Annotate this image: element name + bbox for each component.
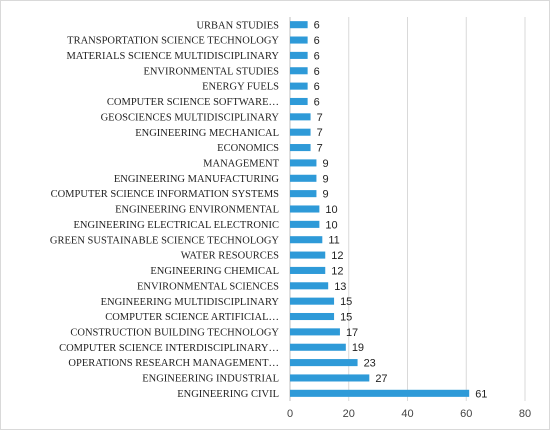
- category-label: ENGINEERING ENVIRONMENTAL: [115, 205, 279, 216]
- category-label: COMPUTER SCIENCE INTERDISCIPLINARY…: [59, 343, 279, 354]
- bar: [290, 97, 308, 106]
- category-label: TRANSPORTATION SCIENCE TECHNOLOGY: [67, 36, 279, 47]
- data-label: 13: [334, 281, 346, 293]
- data-label: 12: [331, 250, 343, 262]
- data-label: 19: [352, 342, 364, 354]
- data-label: 15: [340, 296, 352, 308]
- data-label: 9: [322, 189, 328, 201]
- category-label: ENGINEERING ELECTRICAL ELECTRONIC: [74, 220, 280, 231]
- category-label: ENGINEERING INDUSTRIAL: [142, 374, 279, 385]
- x-tick-label: 0: [287, 408, 293, 420]
- bar: [290, 159, 317, 167]
- data-label: 7: [317, 143, 323, 155]
- bar: [290, 113, 311, 121]
- data-label: 7: [317, 127, 323, 139]
- category-label: ENGINEERING CIVIL: [177, 389, 279, 400]
- data-label: 61: [475, 388, 487, 400]
- category-label: COMPUTER SCIENCE ARTIFICIAL…: [105, 312, 279, 323]
- bar: [290, 312, 335, 321]
- bar: [290, 359, 358, 367]
- category-label: CONSTRUCTION BUILDING TECHNOLOGY: [70, 327, 279, 338]
- bar: [290, 205, 320, 213]
- category-label: WATER RESOURCES: [181, 251, 279, 262]
- data-label: 12: [331, 265, 343, 277]
- category-label: ENVIRONMENTAL SCIENCES: [137, 281, 279, 292]
- bar: [290, 251, 326, 259]
- x-tick-label: 20: [343, 408, 355, 420]
- category-label: MATERIALS SCIENCE MULTIDISCIPLINARY: [66, 51, 279, 62]
- category-label: GEOSCIENCES MULTIDISCIPLINARY: [101, 112, 280, 123]
- bar: [290, 82, 308, 90]
- category-label: ENVIRONMENTAL STUDIES: [143, 66, 279, 77]
- bar: [290, 266, 326, 274]
- category-label: ENERGY FUELS: [202, 82, 279, 93]
- data-label: 6: [314, 50, 320, 62]
- data-label: 9: [322, 173, 328, 185]
- category-labels: URBAN STUDIES TRANSPORTATION SCIENCE TECH…: [50, 20, 280, 400]
- data-label: 9: [322, 158, 328, 170]
- data-label: 6: [314, 35, 320, 47]
- bar: [290, 343, 346, 351]
- x-tick-label: 60: [460, 408, 472, 420]
- bar: [290, 144, 311, 152]
- category-label: MANAGEMENT: [203, 159, 279, 170]
- category-label: ENGINEERING MECHANICAL: [135, 128, 279, 139]
- bar: [290, 297, 335, 305]
- bar: [290, 374, 370, 382]
- bar: [290, 21, 308, 29]
- category-label: GREEN SUSTAINABLE SCIENCE TECHNOLOGY: [50, 235, 280, 246]
- data-label: 6: [314, 96, 320, 108]
- bar: [290, 51, 308, 59]
- data-label: 6: [314, 20, 320, 32]
- bar: [290, 282, 329, 290]
- bars: [290, 21, 470, 397]
- bar: [290, 190, 317, 198]
- x-axis-ticks: 0 20 40 60 80: [287, 408, 531, 420]
- bar: [290, 67, 308, 75]
- bar: [290, 328, 340, 336]
- category-label: URBAN STUDIES: [196, 20, 279, 31]
- data-label: 6: [314, 81, 320, 93]
- bar: [290, 174, 317, 182]
- data-label: 17: [346, 327, 358, 339]
- x-tick-label: 40: [401, 408, 413, 420]
- bar: [290, 128, 311, 136]
- data-label: 7: [317, 112, 323, 124]
- category-label: ECONOMICS: [217, 143, 279, 154]
- bar: [290, 389, 470, 397]
- category-label: ENGINEERING CHEMICAL: [150, 266, 279, 277]
- x-tick-label: 80: [519, 408, 531, 420]
- bar: [290, 236, 323, 244]
- data-label: 10: [325, 204, 337, 216]
- bar: [290, 220, 320, 228]
- category-label: OPERATIONS RESEARCH MANAGEMENT…: [68, 358, 279, 369]
- data-label: 10: [325, 219, 337, 231]
- data-label: 11: [328, 235, 339, 247]
- category-label: COMPUTER SCIENCE SOFTWARE…: [107, 97, 279, 108]
- bar: [290, 36, 308, 44]
- data-label: 6: [314, 66, 320, 78]
- data-label: 27: [375, 373, 387, 385]
- data-label: 23: [364, 358, 376, 370]
- data-label: 15: [340, 312, 352, 324]
- category-label: COMPUTER SCIENCE INFORMATION SYSTEMS: [51, 189, 280, 200]
- category-label: ENGINEERING MANUFACTURING: [114, 174, 280, 185]
- category-label: ENGINEERING MULTIDISCIPLINARY: [101, 297, 280, 308]
